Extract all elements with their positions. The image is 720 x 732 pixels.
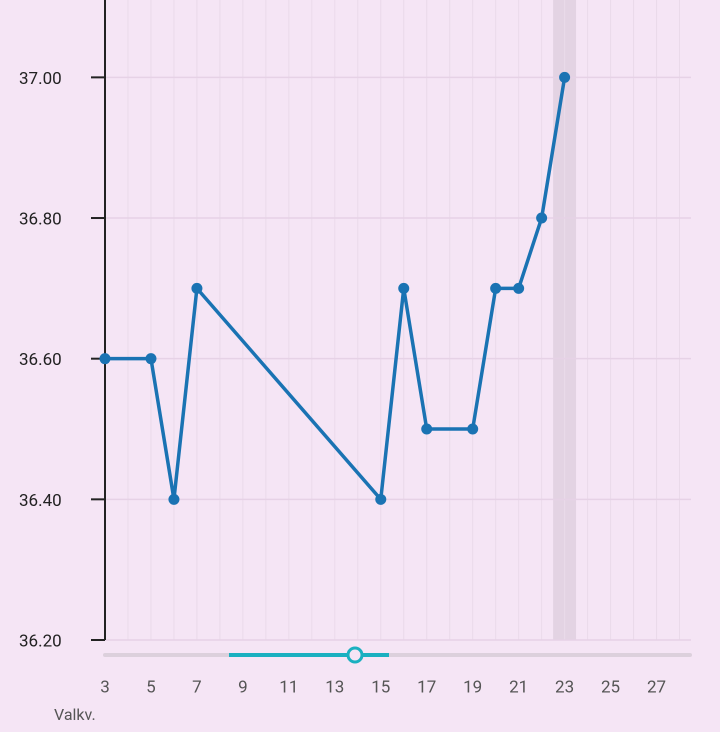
x-tick-label: 9	[238, 677, 248, 697]
line	[105, 77, 567, 502]
x-tick-label: 19	[463, 677, 482, 697]
x-tick-label: 15	[371, 677, 390, 697]
point	[421, 423, 433, 435]
x-axis-label: Valkv.	[54, 705, 96, 724]
x-tick-label: 25	[601, 677, 620, 697]
point	[375, 493, 387, 505]
x-tick-label: 7	[192, 677, 202, 697]
x-tick-label: 5	[146, 677, 156, 697]
y-tick-label: 36.60	[19, 350, 62, 370]
x-tick-label: 11	[279, 677, 298, 697]
grid	[104, 0, 691, 641]
point	[99, 353, 111, 365]
x-tick-label: 13	[325, 677, 344, 697]
x-tick-label: 3	[100, 677, 110, 697]
point	[490, 282, 502, 294]
slider-thumb[interactable]	[346, 646, 364, 664]
x-tick-label: 23	[555, 677, 574, 697]
point	[145, 353, 157, 365]
point	[168, 493, 180, 505]
y-tick-label: 36.40	[19, 491, 62, 511]
x-tick-label: 21	[509, 677, 528, 697]
y-tick-label: 36.80	[19, 210, 62, 230]
point	[513, 282, 525, 294]
point	[191, 282, 203, 294]
y-tick-label: 36.20	[19, 631, 62, 651]
x-tick-label: 27	[647, 677, 666, 697]
point	[536, 212, 548, 224]
point	[467, 423, 479, 435]
x-tick-label: 17	[417, 677, 436, 697]
range-slider[interactable]	[103, 646, 692, 664]
point	[398, 282, 410, 294]
y-tick-label: 37.00	[19, 69, 62, 89]
point	[559, 71, 571, 83]
